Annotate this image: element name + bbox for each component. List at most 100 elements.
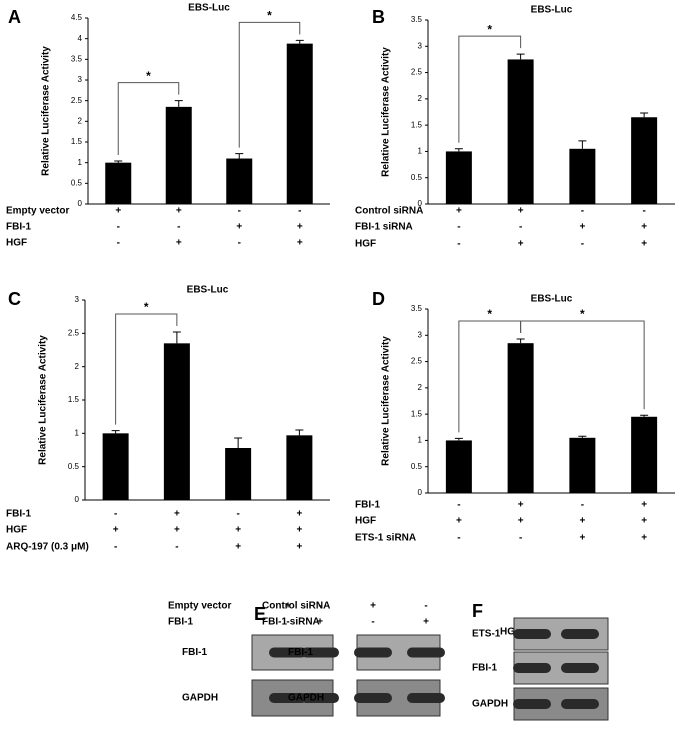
chart-title: EBS-Luc <box>188 3 230 14</box>
condition-sign: + <box>579 533 585 544</box>
error-bar <box>114 160 123 163</box>
blot-band <box>354 647 392 658</box>
y-tick-label: 1 <box>418 147 423 156</box>
condition-label: FBI-1 siRNA <box>355 222 413 233</box>
condition-sign: - <box>114 542 117 553</box>
blot-band <box>354 693 392 703</box>
y-tick-label: 0.5 <box>411 173 423 182</box>
y-tick-label: 1 <box>75 428 80 437</box>
condition-sign: - <box>238 238 241 249</box>
condition-sign: + <box>176 238 182 249</box>
bracket <box>117 82 180 156</box>
bar <box>102 433 129 500</box>
significance-label: * <box>487 22 492 36</box>
condition-sign: - <box>519 222 522 233</box>
significance-label: * <box>487 307 492 321</box>
significance-label: * <box>580 307 585 321</box>
y-tick-label: 1.5 <box>71 137 83 146</box>
y-tick-label: 4 <box>78 34 83 43</box>
condition-label: FBI-1 siRNA <box>262 617 320 628</box>
condition-sign: + <box>423 617 429 628</box>
condition-sign: - <box>117 222 120 233</box>
condition-sign: + <box>641 533 647 544</box>
blot-band <box>513 629 551 639</box>
y-tick-label: 3 <box>418 330 423 339</box>
condition-label: Control siRNA <box>355 206 423 217</box>
condition-sign: + <box>518 516 524 527</box>
bar <box>507 59 534 204</box>
y-tick-label: 0 <box>75 495 80 504</box>
blot-row-label: GAPDH <box>182 693 218 704</box>
blot-band <box>513 663 551 673</box>
condition-label: Empty vector <box>168 601 231 612</box>
blot-row-label: FBI-1 <box>472 663 497 674</box>
condition-sign: + <box>296 525 302 536</box>
bar <box>226 158 253 204</box>
condition-sign: - <box>581 239 584 250</box>
condition-sign: + <box>641 500 647 511</box>
panel-letter: A <box>8 7 21 27</box>
blot-row-label: GAPDH <box>472 699 508 710</box>
blot-band <box>561 699 599 709</box>
condition-sign: + <box>174 509 180 520</box>
condition-sign: + <box>456 206 462 217</box>
y-tick-label: 2 <box>78 116 83 125</box>
condition-label: FBI-1 <box>355 500 380 511</box>
condition-sign: + <box>297 222 303 233</box>
bar <box>286 435 313 500</box>
condition-sign: + <box>456 516 462 527</box>
condition-sign: + <box>236 222 242 233</box>
blot-band <box>561 629 599 639</box>
error-bar <box>172 331 181 344</box>
blot-band <box>407 647 445 658</box>
condition-sign: + <box>518 206 524 217</box>
y-tick-label: 1.5 <box>411 409 423 418</box>
panel-letter: C <box>8 289 21 309</box>
condition-sign: - <box>318 601 321 612</box>
condition-sign: - <box>581 500 584 511</box>
error-bar <box>640 112 649 118</box>
y-tick-label: 1 <box>78 158 83 167</box>
bar <box>105 162 132 204</box>
condition-label: ETS-1 siRNA <box>355 533 416 544</box>
panel-letter: D <box>372 289 385 309</box>
condition-sign: - <box>236 509 239 520</box>
condition-sign: + <box>518 239 524 250</box>
y-tick-label: 2 <box>418 94 423 103</box>
bar <box>569 437 596 493</box>
y-tick-label: 3 <box>75 295 80 304</box>
blot-row-label: FBI-1 <box>288 647 313 658</box>
y-tick-label: 2 <box>418 383 423 392</box>
condition-sign: + <box>579 516 585 527</box>
error-bar <box>516 53 525 60</box>
condition-sign: + <box>297 238 303 249</box>
y-tick-label: 4.5 <box>71 13 83 22</box>
bar <box>225 448 252 500</box>
bracket <box>238 21 301 148</box>
condition-sign: - <box>117 238 120 249</box>
condition-sign: + <box>641 222 647 233</box>
error-bar <box>578 435 587 438</box>
condition-sign: - <box>581 206 584 217</box>
panel-letter: B <box>372 7 385 27</box>
condition-label: HGF <box>355 239 376 250</box>
error-bar <box>454 148 463 152</box>
blot-band <box>301 647 339 658</box>
bar <box>445 440 472 493</box>
y-tick-label: 2.5 <box>411 68 423 77</box>
chart-title: EBS-Luc <box>531 5 573 16</box>
bar <box>445 151 472 204</box>
condition-sign: + <box>641 516 647 527</box>
blot-row-label: ETS-1 <box>472 629 501 640</box>
condition-sign: - <box>424 601 427 612</box>
condition-label: Control siRNA <box>262 601 330 612</box>
significance-label: * <box>146 69 151 83</box>
condition-sign: - <box>238 206 241 217</box>
error-bar <box>295 429 304 436</box>
error-bar <box>640 414 649 417</box>
condition-label: HGF <box>6 238 27 249</box>
condition-sign: - <box>457 533 460 544</box>
bar <box>286 43 313 205</box>
condition-sign: + <box>579 222 585 233</box>
chart-title: EBS-Luc <box>531 294 573 305</box>
